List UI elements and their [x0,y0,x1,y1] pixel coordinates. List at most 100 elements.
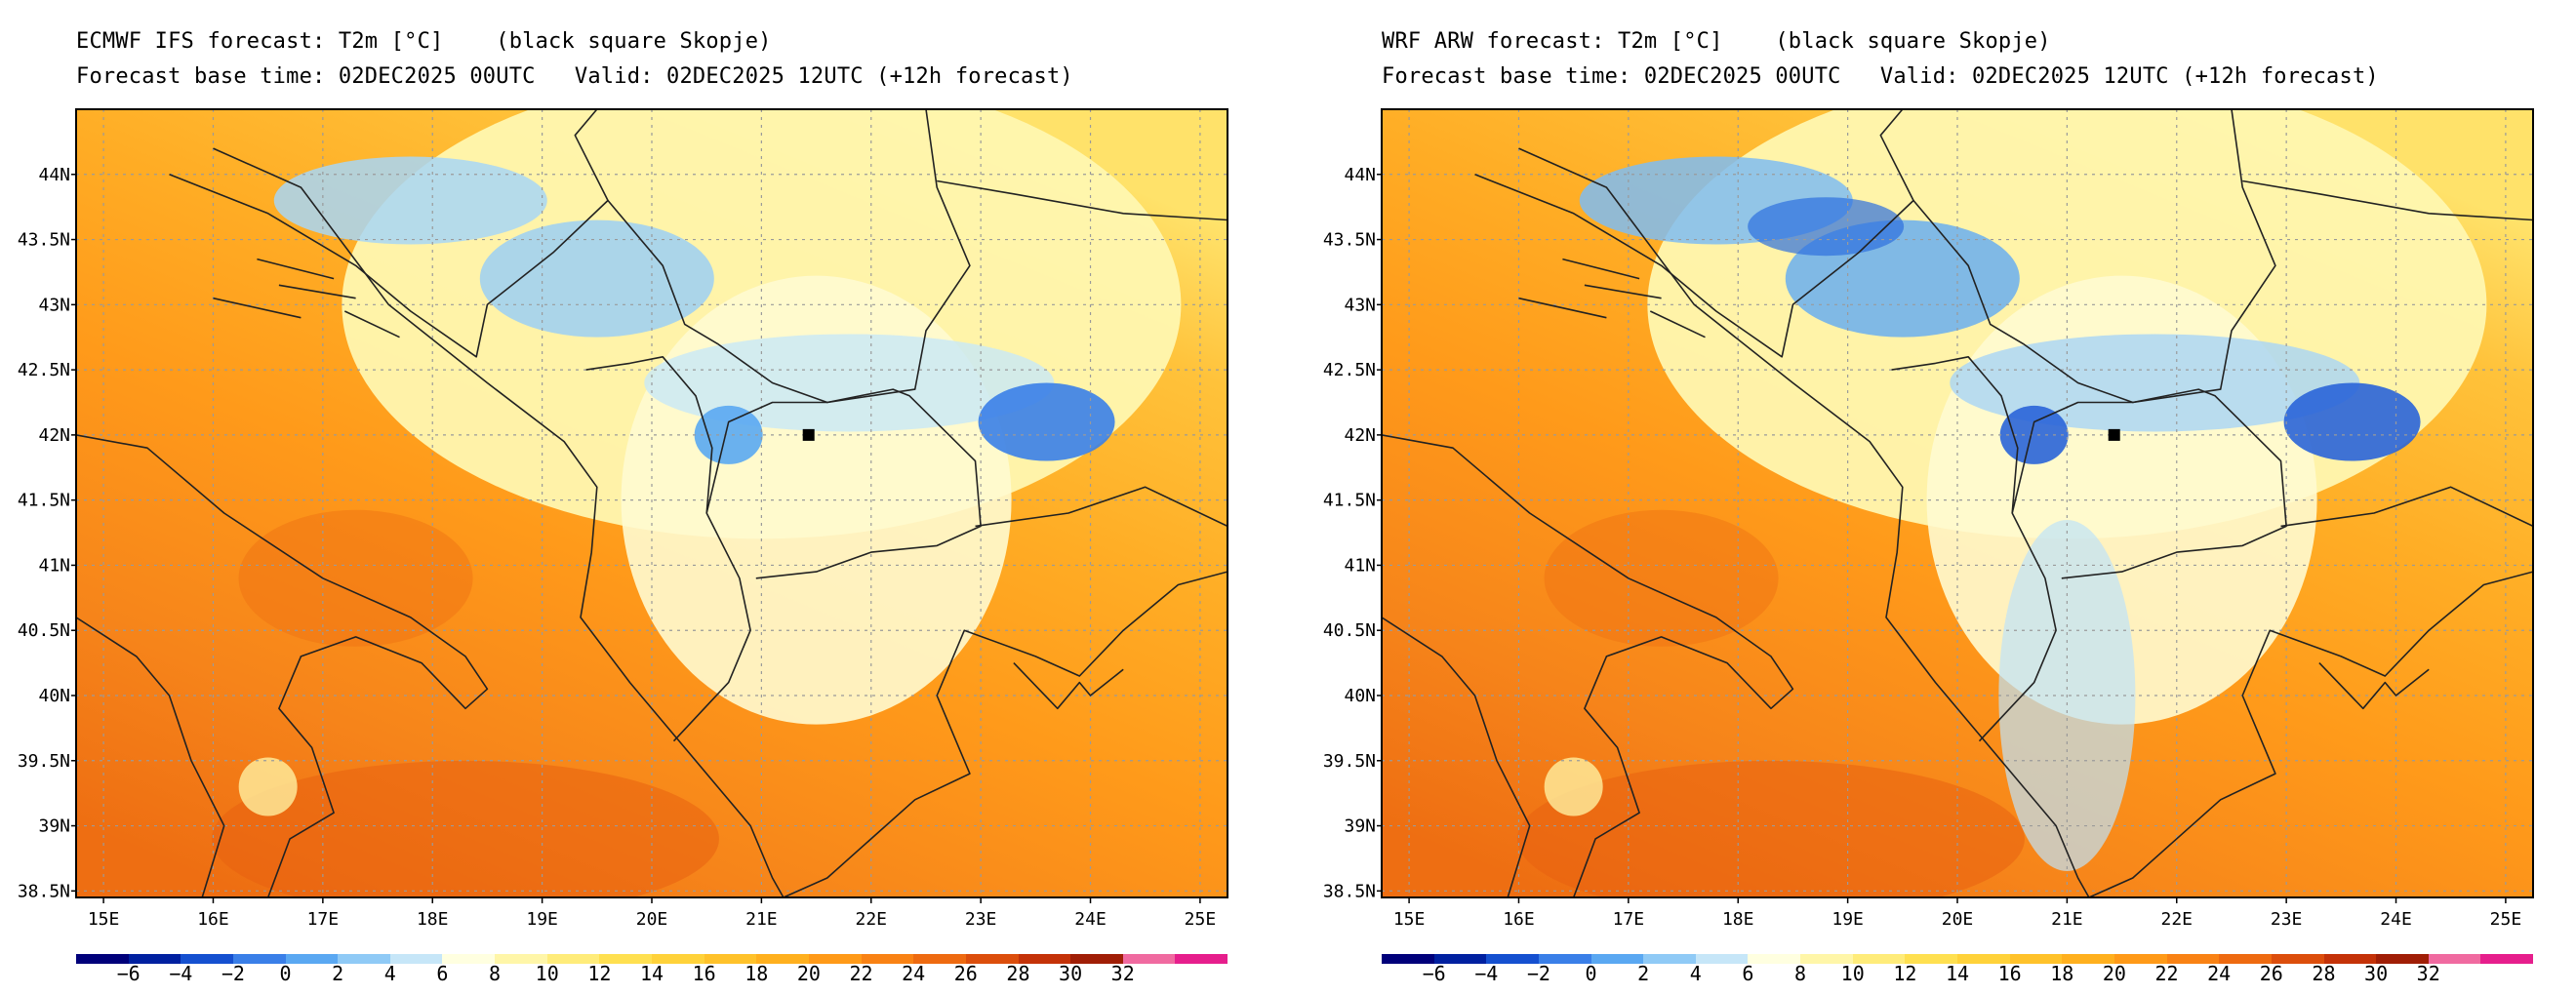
lat-tick-label: 42.5N [1323,360,1376,380]
colorbar-swatch [2323,954,2377,964]
colorbar-swatch [1957,954,2010,964]
country-border [2280,486,2533,528]
colorbar-swatch [599,954,653,964]
lon-tick-label: 16E [1503,909,1535,930]
lon-tick-label: 15E [1393,909,1426,930]
lat-tick-label: 41N [1344,555,1376,576]
colorbar-label: 12 [1893,962,1917,985]
lat-tick-label: 43N [1344,295,1376,315]
hot-zone [1517,760,2025,897]
colorbar-label: 18 [745,962,769,985]
colorbar-label: 24 [902,962,926,985]
colorbar-label: 2 [1637,962,1650,985]
colorbar-label: 28 [2312,962,2336,985]
country-border [169,109,609,358]
coastline [1518,147,2090,897]
lon-tick-label: 24E [1074,909,1107,930]
colorbar-label: 6 [436,962,449,985]
lat-tick-label: 44N [38,165,70,185]
lat-tick-label: 38.5N [18,881,70,901]
colorbar-swatch [756,954,809,964]
colorbar-label: 14 [1945,962,1970,985]
panel-title: ECMWF IFS forecast: T2m [°C] (black squa… [76,29,772,54]
colorbar-swatch [389,954,443,964]
colorbar-swatch [1070,954,1123,964]
island [1649,310,1706,338]
colorbar-swatch [2428,954,2481,964]
cold-zone [978,382,1115,461]
colorbar-swatch [2271,954,2324,964]
colorbar-swatch [861,954,914,964]
colorbar-label: 8 [489,962,502,985]
hot-zone [212,760,719,897]
lon-tick-label: 18E [1722,909,1754,930]
colorbar-swatch [1486,954,1539,964]
colorbar-swatch [1175,954,1228,964]
cold-zone [2283,382,2421,461]
panel-subtitle: Forecast base time: 02DEC2025 00UTC Vali… [76,64,1073,89]
colorbar-swatch [2480,954,2534,964]
lat-tick-label: 41.5N [18,491,70,511]
lat-tick-label: 39.5N [18,751,70,772]
lat-tick-label: 44N [1344,165,1376,185]
lat-tick-label: 42N [1344,425,1376,446]
lon-tick-label: 25E [1185,909,1217,930]
country-border [585,355,751,742]
colorbar [76,954,1228,964]
lon-tick-label: 21E [745,909,778,930]
lon-tick-label: 21E [2051,909,2083,930]
colorbar-swatch [285,954,339,964]
lat-tick-label: 40.5N [1323,620,1376,641]
colorbar-label: 32 [1110,962,1135,985]
colorbar-swatch [442,954,496,964]
country-border [937,179,1228,221]
lon-tick-label: 18E [417,909,449,930]
colorbar-swatch [652,954,704,964]
temperature-map: 15E 16E 17E 18E 19E 20E 21E 22E 23E 24E 25E 38.5N 39… [1323,108,2534,930]
colorbar-swatch [128,954,181,964]
map-field [76,109,1228,897]
colorbar-label: 10 [1840,962,1865,985]
colorbar-label: −6 [1422,962,1446,985]
colorbar-swatch [76,954,129,964]
cold-zone [1950,334,2360,432]
colorbar-swatch [1695,954,1749,964]
lon-tick-label: 17E [307,909,340,930]
colorbar-label: 26 [2259,962,2283,985]
mild-zone [1544,757,1603,816]
country-border [2011,388,2287,579]
coastline [783,571,1228,897]
colorbar-labels: −6 −4 −2 0 2 4 6 8 10 12 14 16 18 20 22 24 26 28 30 32 [76,962,1228,991]
lat-tick-label: 39.5N [1323,751,1376,772]
colorbar-swatch [338,954,390,964]
colorbar-label: 32 [2416,962,2440,985]
colorbar-labels: −6 −4 −2 0 2 4 6 8 10 12 14 16 18 20 22 24 26 28 30 32 [1382,962,2533,991]
lon-tick-label: 19E [526,909,558,930]
colorbar-swatch [2219,954,2272,964]
coastline [1013,662,1124,710]
map-field [1382,109,2533,897]
cold-zone [1748,197,1905,257]
cold-zone [479,219,714,338]
colorbar-swatch [1018,954,1071,964]
panel-subtitle: Forecast base time: 02DEC2025 00UTC Vali… [1382,64,2379,89]
skopje-marker [802,428,815,441]
island [343,310,400,338]
colorbar-swatch [2062,954,2114,964]
colorbar-label: 30 [2364,962,2389,985]
colorbar-label: 22 [849,962,873,985]
island [257,258,335,280]
colorbar-swatch [1852,954,1906,964]
country-border [607,109,971,404]
colorbar-swatch [2009,954,2063,964]
colorbar-swatch [1800,954,1853,964]
cold-zone [644,334,1055,432]
colorbar-swatch [2376,954,2429,964]
country-border [2242,179,2533,221]
lon-tick-label: 20E [636,909,668,930]
country-border [1891,355,2057,742]
coastline [2318,662,2430,710]
coastline [76,617,225,897]
colorbar-label: −2 [1526,962,1550,985]
lat-tick-label: 39N [38,816,70,837]
